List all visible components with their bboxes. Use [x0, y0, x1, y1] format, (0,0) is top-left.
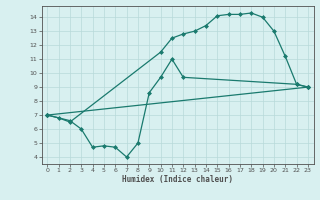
X-axis label: Humidex (Indice chaleur): Humidex (Indice chaleur) — [122, 175, 233, 184]
